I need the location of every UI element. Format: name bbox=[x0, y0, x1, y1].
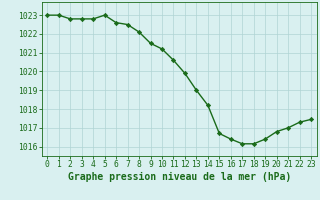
X-axis label: Graphe pression niveau de la mer (hPa): Graphe pression niveau de la mer (hPa) bbox=[68, 172, 291, 182]
